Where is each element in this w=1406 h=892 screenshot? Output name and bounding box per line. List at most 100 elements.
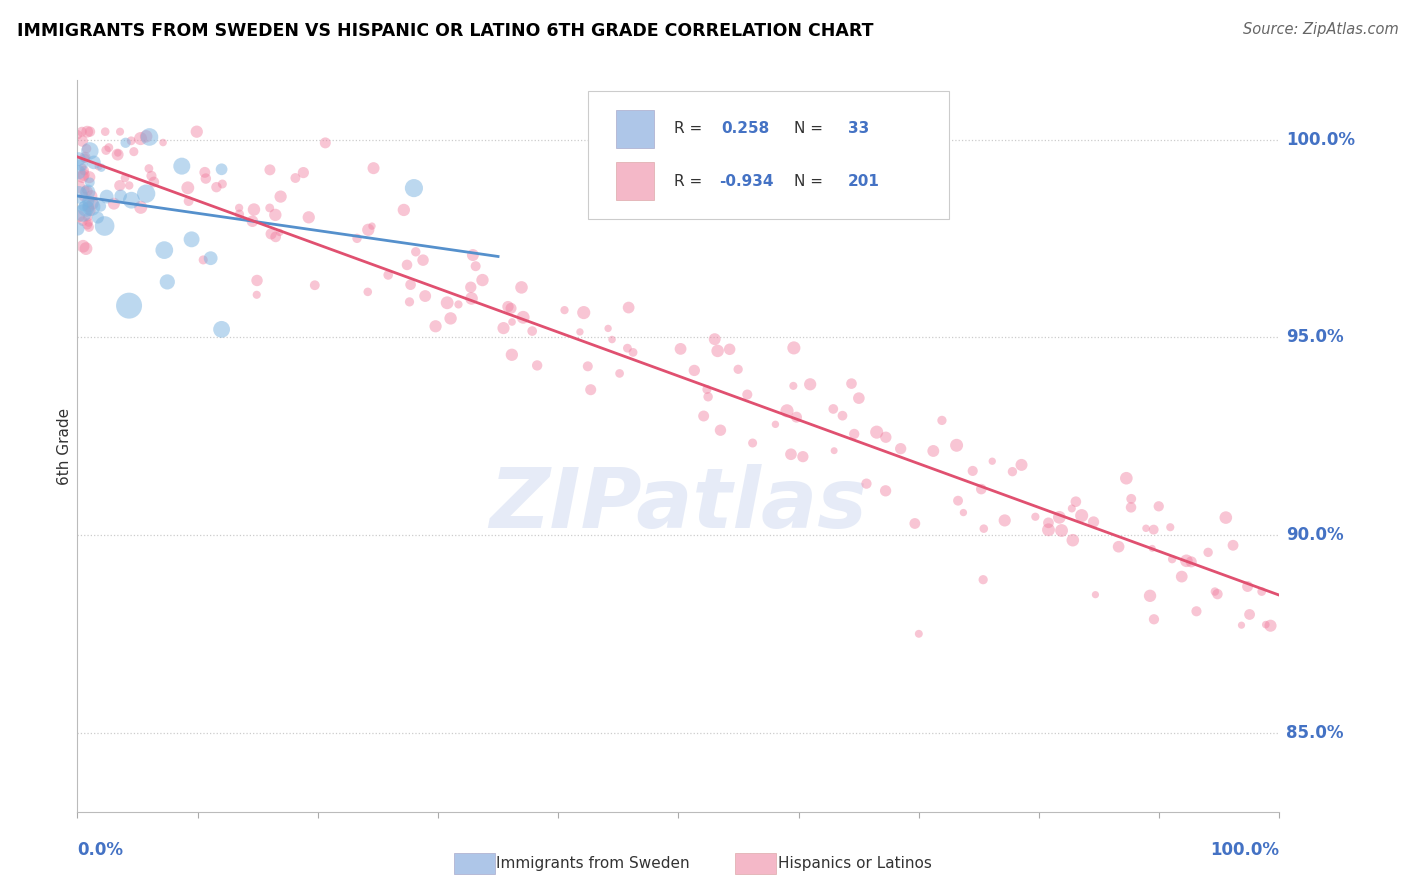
- Point: [425, 319, 447, 334]
- Point: [138, 130, 160, 145]
- Text: R =: R =: [673, 174, 707, 189]
- Point: [496, 300, 519, 314]
- Point: [1180, 555, 1202, 569]
- Point: [1139, 589, 1161, 603]
- Point: [973, 522, 995, 536]
- Point: [66, 222, 89, 236]
- Point: [402, 181, 425, 195]
- Point: [89, 199, 111, 213]
- Point: [962, 464, 984, 478]
- Point: [82, 196, 104, 211]
- Point: [447, 297, 470, 311]
- Point: [413, 289, 436, 303]
- Point: [76, 125, 98, 139]
- Point: [284, 171, 307, 186]
- Text: N =: N =: [794, 121, 828, 136]
- Point: [981, 454, 1004, 468]
- Point: [1083, 515, 1105, 529]
- Point: [922, 444, 945, 458]
- FancyBboxPatch shape: [588, 91, 949, 219]
- Point: [118, 178, 141, 193]
- Point: [1108, 540, 1130, 554]
- Point: [492, 321, 515, 335]
- Point: [70, 158, 93, 172]
- Point: [260, 227, 283, 241]
- Point: [844, 426, 866, 441]
- Point: [118, 299, 141, 313]
- Point: [1215, 510, 1237, 524]
- Point: [855, 476, 877, 491]
- Point: [683, 363, 706, 377]
- Point: [1161, 552, 1184, 566]
- Text: ZIPatlas: ZIPatlas: [489, 464, 868, 545]
- Point: [617, 301, 640, 315]
- Point: [72, 168, 94, 182]
- Point: [399, 277, 422, 292]
- Point: [1011, 458, 1033, 472]
- Text: 85.0%: 85.0%: [1286, 723, 1344, 741]
- Point: [598, 321, 620, 335]
- Point: [696, 383, 718, 397]
- Point: [76, 210, 98, 224]
- Point: [129, 200, 152, 214]
- Point: [67, 187, 90, 202]
- Point: [737, 387, 759, 401]
- Point: [460, 280, 482, 294]
- Point: [741, 436, 763, 450]
- Point: [73, 151, 96, 165]
- Point: [1135, 521, 1157, 535]
- Point: [156, 275, 179, 289]
- Y-axis label: 6th Grade: 6th Grade: [56, 408, 72, 484]
- Point: [138, 161, 160, 176]
- Point: [79, 175, 101, 189]
- Point: [600, 333, 623, 347]
- Point: [621, 345, 644, 359]
- Point: [1143, 612, 1166, 626]
- Point: [264, 230, 287, 244]
- Point: [945, 438, 967, 452]
- Point: [823, 443, 845, 458]
- Point: [193, 252, 215, 267]
- Point: [73, 163, 96, 178]
- Point: [67, 152, 90, 166]
- Point: [79, 125, 101, 139]
- Point: [186, 125, 208, 139]
- Point: [361, 219, 384, 233]
- Point: [93, 219, 115, 233]
- Point: [782, 379, 804, 393]
- Point: [501, 315, 523, 329]
- Point: [96, 189, 118, 203]
- Point: [94, 143, 117, 157]
- Point: [848, 391, 870, 405]
- Point: [1064, 494, 1087, 508]
- Point: [412, 253, 434, 268]
- Point: [314, 136, 336, 150]
- Point: [346, 231, 368, 245]
- Point: [76, 218, 98, 232]
- Point: [579, 383, 602, 397]
- Point: [568, 325, 591, 339]
- Point: [77, 200, 100, 214]
- Point: [79, 144, 101, 158]
- Point: [269, 226, 291, 240]
- Point: [439, 311, 461, 326]
- Text: IMMIGRANTS FROM SWEDEN VS HISPANIC OR LATINO 6TH GRADE CORRELATION CHART: IMMIGRANTS FROM SWEDEN VS HISPANIC OR LA…: [17, 22, 873, 40]
- Point: [1175, 554, 1198, 568]
- Point: [718, 343, 741, 357]
- Point: [799, 377, 821, 392]
- Point: [823, 401, 845, 416]
- Point: [994, 513, 1017, 527]
- Point: [908, 627, 931, 641]
- Point: [80, 200, 103, 214]
- Point: [1050, 524, 1073, 538]
- Point: [904, 516, 927, 531]
- Point: [87, 211, 110, 225]
- Point: [357, 223, 380, 237]
- Point: [554, 303, 576, 318]
- Point: [972, 573, 994, 587]
- Point: [211, 177, 233, 191]
- Point: [120, 134, 142, 148]
- Point: [211, 162, 233, 177]
- Point: [709, 423, 731, 437]
- Text: 100.0%: 100.0%: [1211, 840, 1279, 858]
